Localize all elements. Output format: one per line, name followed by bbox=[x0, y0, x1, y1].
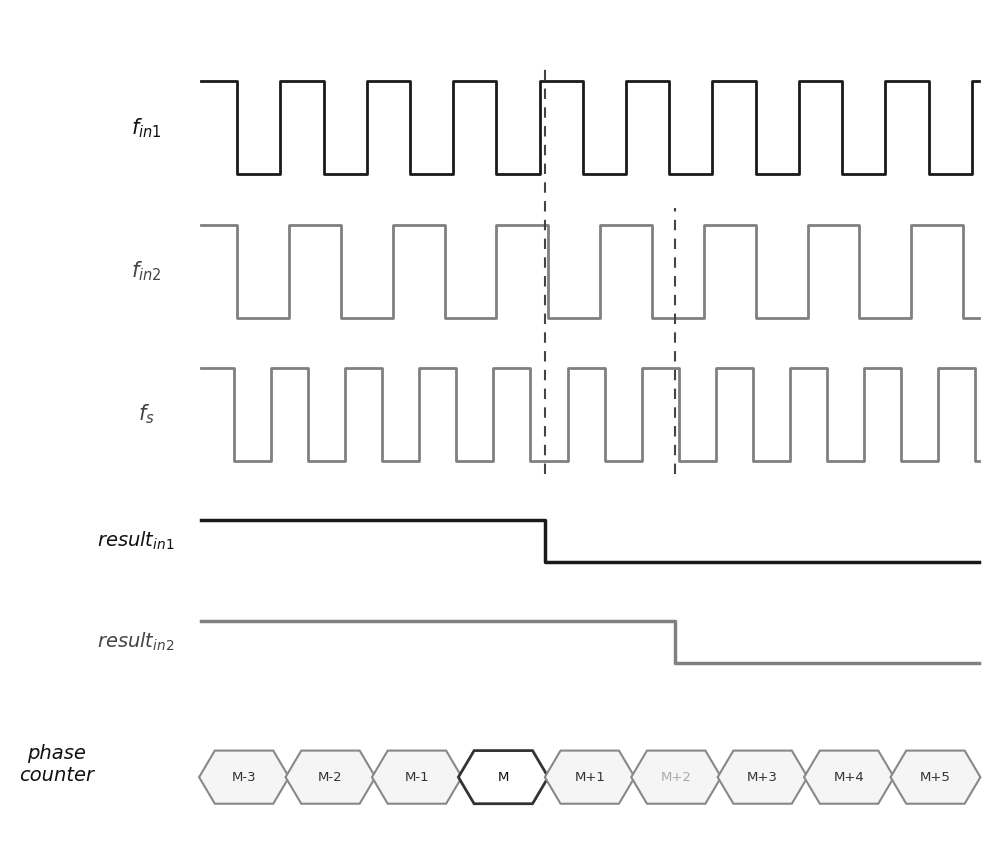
Polygon shape bbox=[545, 750, 635, 804]
Text: phase
counter: phase counter bbox=[19, 744, 94, 785]
Text: M-3: M-3 bbox=[232, 771, 256, 783]
Polygon shape bbox=[458, 750, 548, 804]
Text: M-2: M-2 bbox=[318, 771, 343, 783]
Polygon shape bbox=[804, 750, 894, 804]
Text: $f_{in1}$: $f_{in1}$ bbox=[131, 116, 161, 140]
Text: M: M bbox=[498, 771, 509, 783]
Polygon shape bbox=[631, 750, 721, 804]
Text: M+1: M+1 bbox=[574, 771, 605, 783]
Text: $f_{in2}$: $f_{in2}$ bbox=[131, 260, 161, 283]
Text: M-1: M-1 bbox=[405, 771, 429, 783]
Text: $f_{s}$: $f_{s}$ bbox=[138, 403, 154, 426]
Polygon shape bbox=[199, 750, 289, 804]
Text: M+5: M+5 bbox=[920, 771, 951, 783]
Polygon shape bbox=[718, 750, 808, 804]
Text: M+3: M+3 bbox=[747, 771, 778, 783]
Text: M+4: M+4 bbox=[834, 771, 864, 783]
Polygon shape bbox=[372, 750, 462, 804]
Text: $result_{in2}$: $result_{in2}$ bbox=[97, 631, 175, 653]
Text: M+2: M+2 bbox=[661, 771, 692, 783]
Polygon shape bbox=[286, 750, 375, 804]
Text: $result_{in1}$: $result_{in1}$ bbox=[97, 530, 175, 552]
Polygon shape bbox=[891, 750, 980, 804]
